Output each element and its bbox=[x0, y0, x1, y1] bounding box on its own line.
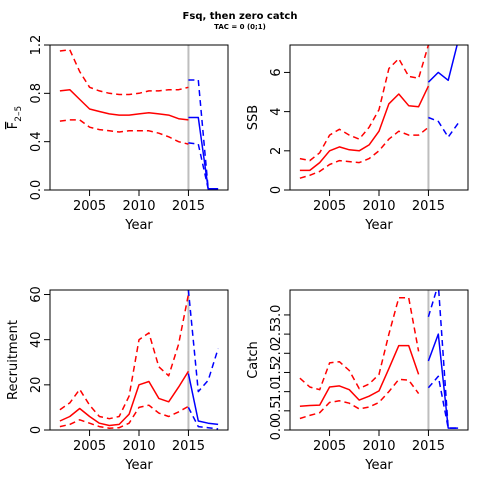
projection-median-line bbox=[427, 333, 459, 429]
historic-lower-line bbox=[299, 126, 429, 179]
historic-upper-line bbox=[59, 49, 189, 96]
projection-median-line bbox=[427, 45, 458, 83]
x-tick-label: 2005 bbox=[313, 439, 346, 454]
y-axis-label: Catch bbox=[246, 341, 261, 379]
y-tick-label: 40 bbox=[29, 331, 44, 348]
historic-lower-line bbox=[59, 119, 189, 145]
historic-median-line bbox=[299, 85, 430, 172]
y-tick-label: 2 bbox=[269, 147, 284, 155]
x-axis-label: Year bbox=[124, 218, 153, 233]
x-tick-label: 2010 bbox=[362, 439, 395, 454]
projection-median-line bbox=[188, 116, 219, 190]
historic-lower-line bbox=[59, 404, 189, 429]
y-tick-label: 0.4 bbox=[29, 131, 44, 152]
projection-median-line bbox=[187, 373, 219, 426]
x-tick-label: 2015 bbox=[412, 439, 445, 454]
historic-median-line bbox=[59, 370, 190, 427]
figure-subtitle: TAC = 0 (0;1) bbox=[214, 23, 266, 31]
figure-title: Fsq, then zero catch bbox=[182, 11, 298, 22]
plot-frame bbox=[49, 289, 229, 431]
projection-upper-line bbox=[188, 79, 219, 190]
x-tick-label: 2015 bbox=[172, 199, 205, 214]
series-group bbox=[59, 49, 219, 190]
historic-median-line bbox=[59, 88, 189, 121]
x-tick-label: 2010 bbox=[362, 199, 395, 214]
projection-lower-line bbox=[428, 116, 459, 138]
x-tick-label: 2015 bbox=[412, 199, 445, 214]
plot-frame bbox=[49, 44, 229, 191]
y-tick-label: 2.0 bbox=[269, 343, 284, 364]
y-tick-label: 4 bbox=[269, 107, 284, 115]
y-tick-label: 2.5 bbox=[269, 324, 284, 345]
projection-upper-line bbox=[427, 290, 459, 429]
y-tick-label: 1.0 bbox=[269, 381, 284, 402]
projection-lower-line bbox=[187, 407, 219, 430]
x-tick-label: 2005 bbox=[73, 199, 106, 214]
historic-upper-line bbox=[299, 296, 420, 391]
y-tick-label: 1.2 bbox=[29, 35, 44, 56]
panel-bottom-left: 2005 2010 2015 0 20 40 60 Year Recruitment bbox=[6, 286, 229, 473]
x-axis-label: Year bbox=[364, 218, 393, 233]
y-tick-label: 3.0 bbox=[269, 305, 284, 326]
y-tick-label: 0.0 bbox=[269, 420, 284, 441]
historic-upper-line bbox=[59, 294, 190, 420]
y-axis-label: Recruitment bbox=[6, 320, 21, 400]
y-tick-label: 6 bbox=[269, 68, 284, 76]
historic-median-line bbox=[299, 344, 420, 407]
y-axis-label: SSB bbox=[246, 105, 261, 130]
x-axis-label: Year bbox=[124, 458, 153, 473]
plot-frame bbox=[289, 44, 469, 191]
y-tick-label: 0 bbox=[29, 426, 44, 434]
y-tick-label: 0.8 bbox=[29, 83, 44, 104]
panel-bottom-right: 2005 2010 2015 0.00.51.01.52.02.53.0 Year Cat… bbox=[246, 289, 469, 473]
x-tick-label: 2005 bbox=[73, 439, 106, 454]
projection-upper-line bbox=[187, 290, 219, 393]
y-tick-label: 0.0 bbox=[29, 180, 44, 201]
historic-upper-line bbox=[299, 45, 430, 162]
y-tick-label: 1.5 bbox=[269, 362, 284, 383]
panel-top-left: 2005 2010 2015 0.0 0.4 0.8 1.2 Year F2–5 bbox=[6, 35, 229, 233]
x-tick-label: 2005 bbox=[313, 199, 346, 214]
y-tick-label: 20 bbox=[29, 377, 44, 394]
x-axis-label: Year bbox=[364, 458, 393, 473]
x-tick-label: 2015 bbox=[172, 439, 205, 454]
y-tick-label: 0 bbox=[269, 186, 284, 194]
x-tick-label: 2010 bbox=[122, 439, 155, 454]
series-group bbox=[59, 290, 219, 430]
series-group bbox=[299, 290, 459, 429]
series-group bbox=[299, 45, 459, 179]
y-axis-label: F2–5 bbox=[6, 106, 24, 129]
y-tick-label: 0.5 bbox=[269, 400, 284, 421]
y-tick-label: 60 bbox=[29, 286, 44, 303]
historic-lower-line bbox=[299, 378, 420, 420]
panel-top-right: 2005 2010 2015 0 2 4 6 Year SSB bbox=[246, 44, 469, 233]
x-tick-label: 2010 bbox=[122, 199, 155, 214]
